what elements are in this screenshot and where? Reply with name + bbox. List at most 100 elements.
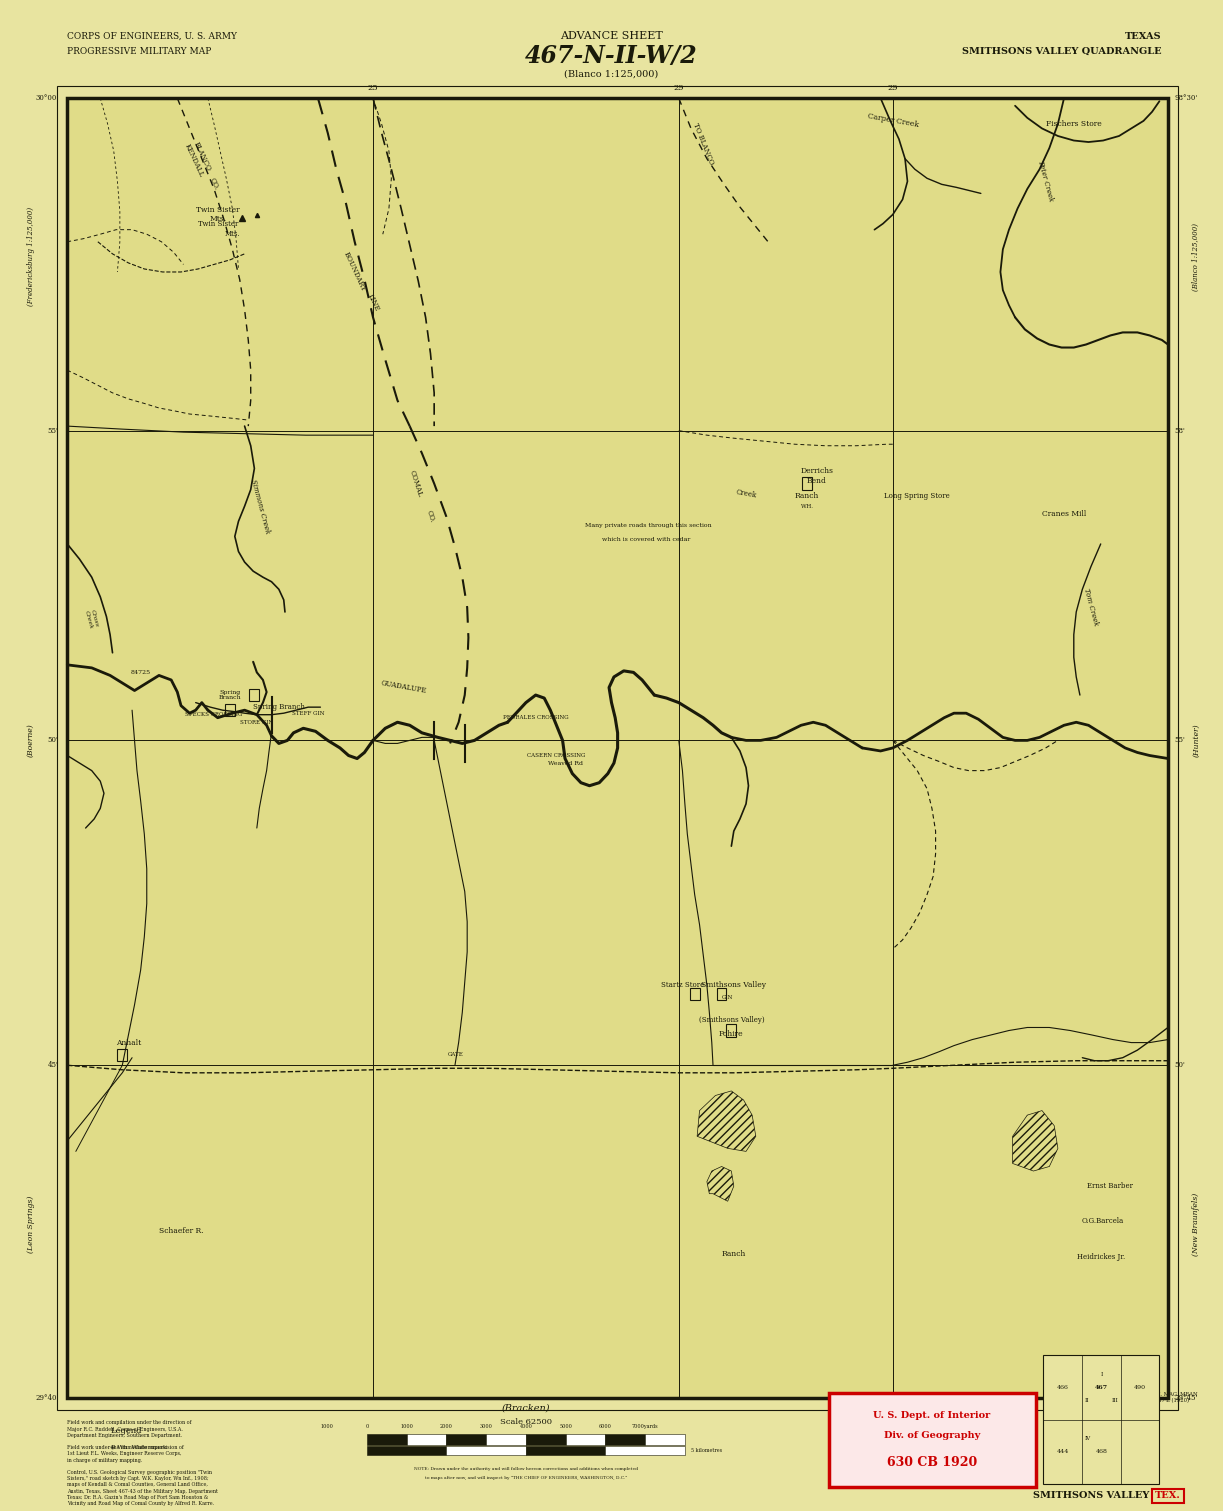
Text: Scale 62500: Scale 62500 xyxy=(500,1417,552,1426)
Bar xyxy=(646,1434,685,1445)
Text: 98°30': 98°30' xyxy=(1174,94,1197,103)
Text: TEXAS: TEXAS xyxy=(1125,32,1162,41)
Text: CASERN CROSSING: CASERN CROSSING xyxy=(527,752,586,759)
Text: which is covered with cedar: which is covered with cedar xyxy=(602,536,690,542)
Text: (Boerne): (Boerne) xyxy=(27,724,34,757)
Bar xyxy=(605,1446,685,1455)
Text: GUADALUPE: GUADALUPE xyxy=(380,680,427,695)
Text: to maps after now, and will inspect by "THE CHIEF OF ENGINEERS, WASHINGTON, D.C.: to maps after now, and will inspect by "… xyxy=(424,1476,627,1479)
Text: CO.: CO. xyxy=(424,509,437,524)
Bar xyxy=(225,704,235,716)
Text: 29°45': 29°45' xyxy=(1174,1393,1197,1402)
Text: Ranch: Ranch xyxy=(795,491,819,500)
Text: 29: 29 xyxy=(888,83,898,92)
Text: Many private roads through this section: Many private roads through this section xyxy=(585,523,712,529)
Bar xyxy=(67,98,1168,1398)
Text: Ernst Barber: Ernst Barber xyxy=(1087,1182,1134,1191)
Text: PEDRALES CROSSING: PEDRALES CROSSING xyxy=(503,715,569,721)
Text: 4000: 4000 xyxy=(520,1425,532,1429)
Text: (Hunter): (Hunter) xyxy=(1192,724,1200,757)
Text: Twin Sister: Twin Sister xyxy=(197,219,238,228)
Text: 55': 55' xyxy=(1174,736,1185,745)
Text: (Leon Springs): (Leon Springs) xyxy=(27,1195,34,1253)
Text: Heidrickes Jr.: Heidrickes Jr. xyxy=(1076,1253,1125,1262)
Bar xyxy=(446,1446,526,1455)
Text: O.G.Barcela: O.G.Barcela xyxy=(1082,1216,1124,1225)
Bar xyxy=(249,689,259,701)
Text: (Bracken): (Bracken) xyxy=(501,1404,550,1413)
Text: Engineer Reproduction Plant, U.S. Army, Washington Barracks, D.C.: Engineer Reproduction Plant, U.S. Army, … xyxy=(832,1414,1000,1420)
Text: II: II xyxy=(1085,1398,1090,1402)
Text: (Fredericksburg 1:125,000): (Fredericksburg 1:125,000) xyxy=(27,207,34,307)
Text: Ranch: Ranch xyxy=(722,1250,746,1259)
Bar xyxy=(487,1434,526,1445)
Bar xyxy=(526,1434,566,1445)
Text: COMAL: COMAL xyxy=(407,468,424,499)
Text: CO.: CO. xyxy=(208,177,220,192)
Bar xyxy=(67,98,1168,1398)
Bar xyxy=(57,86,1178,1410)
Text: CORPS OF ENGINEERS, U. S. ARMY: CORPS OF ENGINEERS, U. S. ARMY xyxy=(67,32,237,41)
Text: 50': 50' xyxy=(1174,1061,1185,1070)
Text: SPECKS CROSSING: SPECKS CROSSING xyxy=(186,712,242,718)
Text: Spring Branch: Spring Branch xyxy=(253,703,305,712)
Text: Long Spring Store: Long Spring Store xyxy=(884,491,950,500)
Text: Cranes Mill: Cranes Mill xyxy=(1042,509,1086,518)
Text: 1000: 1000 xyxy=(400,1425,413,1429)
Bar xyxy=(566,1434,605,1445)
Text: Startz Store: Startz Store xyxy=(660,981,704,990)
Text: Schaefer R.: Schaefer R. xyxy=(159,1227,203,1236)
Text: 58': 58' xyxy=(1174,426,1185,435)
Text: Mts.: Mts. xyxy=(225,230,240,239)
Text: Spring
Branch: Spring Branch xyxy=(219,689,241,701)
Text: Div. of Geography: Div. of Geography xyxy=(884,1431,980,1440)
Text: Carper Creek: Carper Creek xyxy=(867,112,918,130)
Text: Tom Creek: Tom Creek xyxy=(1082,588,1099,627)
Text: IV: IV xyxy=(1085,1437,1091,1441)
Text: TEX.: TEX. xyxy=(1155,1491,1181,1500)
Text: Smithsons Valley: Smithsons Valley xyxy=(701,981,767,990)
Text: LINE: LINE xyxy=(366,292,380,313)
Bar xyxy=(446,1434,486,1445)
Text: Twin Sister
Mts.: Twin Sister Mts. xyxy=(196,205,240,224)
Text: 490: 490 xyxy=(1134,1386,1146,1390)
Text: GATE: GATE xyxy=(449,1052,464,1058)
Text: 5 kilometres: 5 kilometres xyxy=(691,1448,722,1454)
Text: U. S. Dept. of Interior: U. S. Dept. of Interior xyxy=(873,1411,991,1420)
Text: 45': 45' xyxy=(48,1061,59,1070)
Text: BLANCO
KENDALL: BLANCO KENDALL xyxy=(182,139,214,178)
Text: 1000: 1000 xyxy=(320,1425,334,1429)
Text: 3000: 3000 xyxy=(479,1425,493,1429)
Text: 84725: 84725 xyxy=(131,669,150,675)
Text: TO BLANCO: TO BLANCO xyxy=(691,121,715,166)
Text: GIN: GIN xyxy=(722,994,734,1000)
Text: BOUNDARY: BOUNDARY xyxy=(342,251,367,293)
Text: 467: 467 xyxy=(1095,1386,1108,1390)
Text: 29: 29 xyxy=(674,83,684,92)
Text: 468: 468 xyxy=(1096,1449,1107,1454)
Text: STEFF GIN: STEFF GIN xyxy=(292,710,324,716)
Text: PROGRESSIVE MILITARY MAP: PROGRESSIVE MILITARY MAP xyxy=(67,47,212,56)
Text: STORE GIN: STORE GIN xyxy=(240,719,274,725)
Text: (Blanco 1:125,000): (Blanco 1:125,000) xyxy=(564,70,659,79)
Bar xyxy=(802,477,812,490)
Text: (Blanco 1:125,000): (Blanco 1:125,000) xyxy=(1192,222,1200,292)
Text: SMITHSONS VALLEY: SMITHSONS VALLEY xyxy=(1032,1491,1150,1500)
Text: 2000: 2000 xyxy=(440,1425,453,1429)
Text: W.H.: W.H. xyxy=(801,503,813,509)
Text: Cross
Creek: Cross Creek xyxy=(84,609,99,630)
Text: I: I xyxy=(1101,1372,1102,1377)
Text: Peter Creek: Peter Creek xyxy=(1036,160,1055,202)
Bar xyxy=(1043,1355,1159,1484)
Text: ADVANCE SHEET: ADVANCE SHEET xyxy=(560,32,663,41)
FancyBboxPatch shape xyxy=(829,1393,1036,1487)
Text: 466: 466 xyxy=(1057,1386,1069,1390)
Text: III: III xyxy=(1112,1398,1119,1402)
Text: Weaved Rd: Weaved Rd xyxy=(548,760,582,766)
Text: Simmons Creek: Simmons Creek xyxy=(249,477,272,535)
Bar xyxy=(726,1024,736,1037)
Text: NOTE: Drawn under the authority and will follow hereon corrections and additions: NOTE: Drawn under the authority and will… xyxy=(413,1467,638,1470)
Text: 7000yards: 7000yards xyxy=(632,1425,658,1429)
Text: (New Braunfels): (New Braunfels) xyxy=(1192,1192,1200,1256)
Text: Field work and compilation under the direction of
Major R.C. Ruddell, Corps of E: Field work and compilation under the dir… xyxy=(67,1420,218,1506)
